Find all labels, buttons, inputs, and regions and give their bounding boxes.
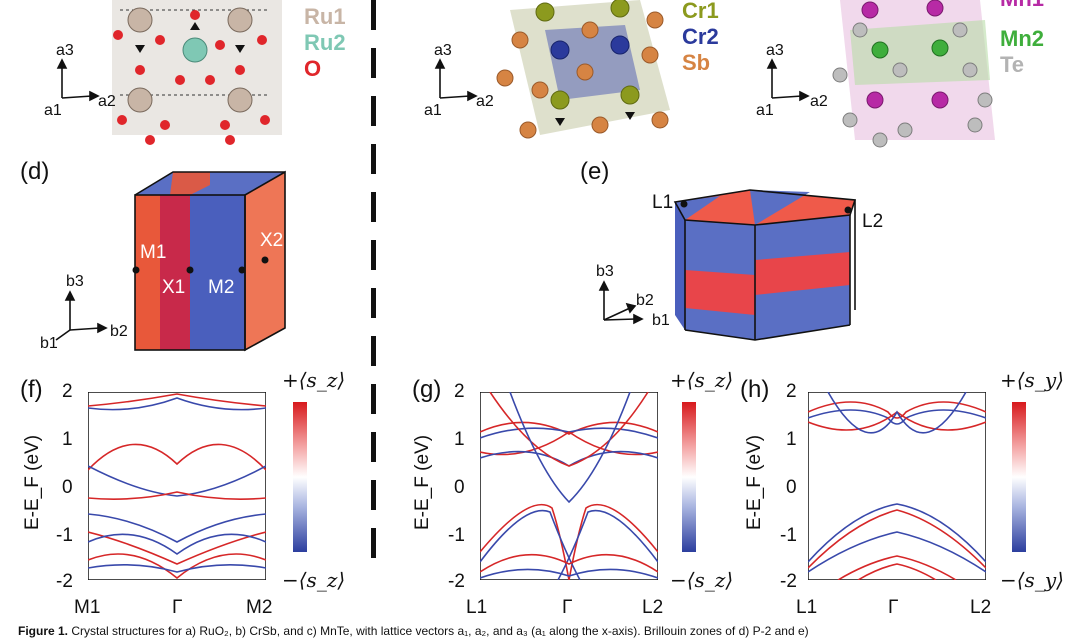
crystal-structures xyxy=(56,0,995,148)
kpath-label: Γ xyxy=(888,597,899,618)
crsb-structure xyxy=(496,0,670,139)
legend-sb: Sb xyxy=(682,50,711,75)
y-axis-label: E-E_F (eV) xyxy=(22,434,43,530)
band-plot-g xyxy=(480,392,658,580)
axis-label-b1: b1 xyxy=(652,312,670,329)
legend-cr1: Cr1 xyxy=(682,0,719,23)
axis-label-a3: a3 xyxy=(434,42,452,59)
panel-label-f: (f) xyxy=(20,376,43,403)
legend-mn2: Mn2 xyxy=(1000,26,1044,51)
y-axis-label: E-E_F (eV) xyxy=(744,434,765,530)
axis-label-a2: a2 xyxy=(810,93,828,110)
ytick: 2 xyxy=(786,381,797,402)
ytick: 1 xyxy=(786,429,797,450)
ytick: -1 xyxy=(448,525,465,546)
panel-label-e: (e) xyxy=(580,158,610,185)
axis-label-a1: a1 xyxy=(756,102,774,119)
panel-label-g: (g) xyxy=(412,376,442,403)
legend-te: Te xyxy=(1000,52,1025,77)
colorbar-top-label: +⟨s_z⟩ xyxy=(670,368,734,392)
spin-colorbar xyxy=(293,402,307,552)
legend-ru1: Ru1 xyxy=(304,4,346,29)
mnte-structure xyxy=(832,0,995,148)
axis-label-a1: a1 xyxy=(44,102,62,119)
panel-label-h: (h) xyxy=(740,376,770,403)
y-axis-label: E-E_F (eV) xyxy=(412,434,433,530)
ytick: 2 xyxy=(62,381,73,402)
ytick: -2 xyxy=(780,571,797,592)
panel-label-d: (d) xyxy=(20,158,50,185)
axis-label-a3: a3 xyxy=(766,42,784,59)
legend-ru2: Ru2 xyxy=(304,30,346,55)
brillouin-zone-p2 xyxy=(55,170,286,352)
legend-mn1: Mn1 xyxy=(1000,0,1044,12)
axis-label-a3: a3 xyxy=(56,42,74,59)
ytick: 0 xyxy=(62,477,73,498)
kpoint-l1: L1 xyxy=(652,192,674,213)
ruo2-structure xyxy=(112,0,282,145)
kpath-label: Γ xyxy=(562,597,573,618)
ytick: 2 xyxy=(454,381,465,402)
caption-label: Figure 1. xyxy=(18,624,69,638)
colorbar-bottom-label: −⟨s_y⟩ xyxy=(1000,568,1064,592)
ytick: 1 xyxy=(62,429,73,450)
axis-label-a2: a2 xyxy=(476,93,494,110)
atom-legend-crsb: Cr1 Cr2 Sb xyxy=(682,0,719,76)
spin-colorbar xyxy=(682,402,696,552)
ytick: -1 xyxy=(780,525,797,546)
atom-legend-mnte: Mn1 Mn2 Te xyxy=(1000,0,1044,78)
kpath-label: L1 xyxy=(796,597,818,618)
ytick: -1 xyxy=(56,525,73,546)
kpoint-m1: M1 xyxy=(140,242,167,263)
kpath-label: L2 xyxy=(970,597,992,618)
colorbar-top-label: +⟨s_y⟩ xyxy=(1000,368,1064,392)
legend-cr2: Cr2 xyxy=(682,24,719,49)
kpath-label: Γ xyxy=(172,597,183,618)
kpoint-x2: X2 xyxy=(260,230,284,251)
ytick: -2 xyxy=(56,571,73,592)
ytick: 1 xyxy=(454,429,465,450)
colorbar-bottom-label: −⟨s_z⟩ xyxy=(670,568,734,592)
kpoint-m2: M2 xyxy=(208,277,235,298)
axis-label-a2: a2 xyxy=(98,93,116,110)
legend-o: O xyxy=(304,56,322,81)
axis-label-b3: b3 xyxy=(596,263,614,280)
kpath-label: M1 xyxy=(74,597,101,618)
ytick: -2 xyxy=(448,571,465,592)
kpath-label: M2 xyxy=(246,597,273,618)
caption-text: Crystal structures for a) RuO₂, b) CrSb,… xyxy=(71,624,809,638)
band-plot-f xyxy=(88,392,266,580)
kpoint-x1: X1 xyxy=(162,277,186,298)
colorbar-top-label: +⟨s_z⟩ xyxy=(282,368,346,392)
ytick: 0 xyxy=(786,477,797,498)
axis-label-b3: b3 xyxy=(66,273,84,290)
colorbar-bottom-label: −⟨s_z⟩ xyxy=(282,568,346,592)
axis-label-b1: b1 xyxy=(40,335,58,352)
kpath-label: L2 xyxy=(642,597,664,618)
kpoint-l2: L2 xyxy=(862,211,884,232)
ytick: 0 xyxy=(454,477,465,498)
brillouin-zone-hex xyxy=(598,189,857,341)
atom-legend-ruo2: Ru1 Ru2 O xyxy=(304,4,346,82)
axis-label-a1: a1 xyxy=(424,102,442,119)
figure-caption: Figure 1. Crystal structures for a) RuO₂… xyxy=(18,624,809,638)
axis-label-b2: b2 xyxy=(110,323,128,340)
spin-colorbar xyxy=(1012,402,1026,552)
axis-label-b2: b2 xyxy=(636,292,654,309)
kpath-label: L1 xyxy=(466,597,488,618)
band-plot-h xyxy=(808,392,986,580)
